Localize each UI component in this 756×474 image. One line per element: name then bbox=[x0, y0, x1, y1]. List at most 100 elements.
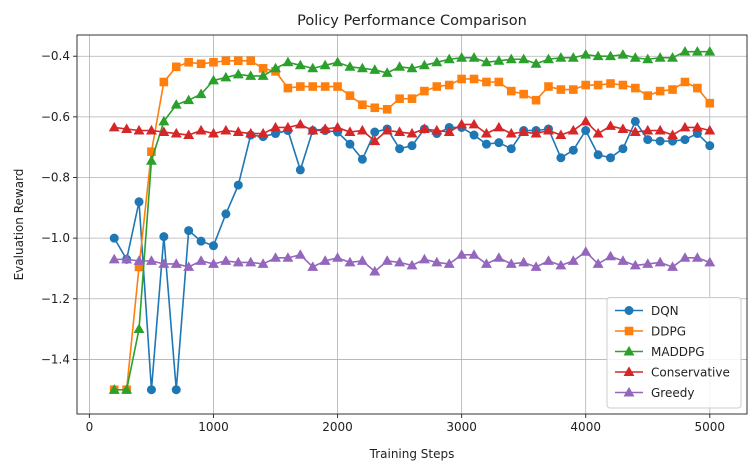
data-point-ddpg bbox=[407, 94, 417, 103]
data-point-maddpg bbox=[195, 88, 207, 99]
data-point-maddpg bbox=[555, 52, 567, 62]
grid bbox=[77, 35, 747, 414]
data-point-maddpg bbox=[270, 62, 281, 73]
data-point-ddpg bbox=[345, 91, 355, 100]
y-tick-label: −0.8 bbox=[41, 171, 70, 185]
plot-frame bbox=[76, 34, 748, 415]
x-tick-label: 4000 bbox=[570, 420, 601, 434]
legend-marker-ddpg bbox=[624, 326, 634, 336]
data-point-greedy bbox=[195, 255, 207, 265]
data-point-greedy bbox=[307, 261, 319, 271]
data-point-maddpg bbox=[183, 94, 195, 105]
data-point-ddpg bbox=[395, 94, 404, 103]
data-point-dqn bbox=[655, 136, 665, 146]
data-point-maddpg bbox=[505, 53, 517, 64]
data-point-conservative bbox=[443, 126, 455, 136]
legend-label-conservative: Conservative bbox=[651, 366, 730, 380]
series-ddpg bbox=[109, 56, 715, 395]
data-point-maddpg bbox=[691, 46, 703, 56]
data-point-maddpg bbox=[307, 62, 319, 73]
data-point-dqn bbox=[345, 139, 355, 149]
data-point-conservative bbox=[170, 127, 182, 138]
data-point-conservative bbox=[691, 121, 703, 132]
data-point-greedy bbox=[394, 256, 406, 267]
data-point-ddpg bbox=[221, 56, 231, 66]
legend-label-greedy: Greedy bbox=[651, 386, 694, 400]
data-point-conservative bbox=[183, 129, 195, 140]
data-point-greedy bbox=[555, 259, 567, 270]
data-point-dqn bbox=[221, 209, 231, 219]
data-point-maddpg bbox=[282, 56, 294, 67]
data-point-greedy bbox=[282, 252, 294, 262]
data-point-greedy bbox=[145, 255, 157, 265]
data-point-conservative bbox=[133, 124, 145, 135]
data-point-conservative bbox=[629, 126, 641, 136]
data-point-conservative bbox=[158, 126, 170, 136]
data-point-conservative bbox=[108, 121, 120, 132]
data-point-ddpg bbox=[308, 82, 318, 91]
data-point-ddpg bbox=[432, 82, 442, 91]
data-point-dqn bbox=[481, 139, 491, 149]
data-point-maddpg bbox=[170, 99, 182, 109]
data-point-maddpg bbox=[344, 61, 356, 71]
data-point-conservative bbox=[543, 124, 554, 135]
data-point-greedy bbox=[580, 246, 592, 256]
data-point-ddpg bbox=[370, 103, 380, 113]
data-point-dqn bbox=[208, 241, 218, 251]
data-point-ddpg bbox=[506, 86, 516, 96]
data-point-ddpg bbox=[358, 100, 367, 110]
data-point-greedy bbox=[121, 253, 133, 264]
data-point-conservative bbox=[394, 126, 406, 136]
x-tick-label: 5000 bbox=[695, 420, 726, 434]
data-point-maddpg bbox=[319, 59, 331, 70]
data-point-dqn bbox=[134, 197, 144, 207]
x-tick-label: 0 bbox=[86, 420, 94, 434]
data-point-conservative bbox=[208, 127, 219, 138]
data-point-ddpg bbox=[531, 95, 541, 105]
data-point-greedy bbox=[654, 256, 666, 267]
data-point-maddpg bbox=[654, 52, 666, 62]
data-point-conservative bbox=[530, 127, 542, 138]
data-point-greedy bbox=[443, 258, 455, 268]
data-point-greedy bbox=[220, 255, 232, 265]
data-point-maddpg bbox=[394, 61, 406, 71]
data-point-greedy bbox=[530, 261, 542, 271]
data-point-dqn bbox=[618, 144, 628, 154]
x-tick-label: 1000 bbox=[198, 420, 229, 434]
data-point-maddpg bbox=[145, 155, 157, 165]
data-point-greedy bbox=[294, 249, 306, 259]
data-point-conservative bbox=[555, 129, 567, 140]
data-point-maddpg bbox=[245, 70, 257, 80]
data-point-ddpg bbox=[568, 85, 578, 94]
x-axis-label: Training Steps bbox=[369, 447, 455, 461]
data-point-greedy bbox=[605, 250, 616, 261]
data-point-conservative bbox=[381, 124, 393, 135]
data-point-ddpg bbox=[333, 82, 342, 91]
data-point-dqn bbox=[370, 127, 380, 137]
data-point-greedy bbox=[567, 255, 579, 265]
data-point-greedy bbox=[667, 261, 679, 271]
data-point-ddpg bbox=[382, 104, 392, 114]
data-point-greedy bbox=[381, 255, 393, 265]
data-point-conservative bbox=[356, 124, 368, 135]
data-point-conservative bbox=[505, 127, 517, 138]
data-point-conservative bbox=[257, 127, 269, 138]
y-tick-label: −0.4 bbox=[41, 49, 70, 63]
data-point-maddpg bbox=[605, 50, 616, 61]
data-point-ddpg bbox=[618, 80, 628, 90]
series-maddpg bbox=[108, 46, 716, 394]
data-point-ddpg bbox=[668, 85, 677, 94]
x-tick-label: 2000 bbox=[322, 420, 353, 434]
data-point-greedy bbox=[183, 261, 195, 271]
data-point-maddpg bbox=[369, 64, 381, 74]
data-point-conservative bbox=[307, 124, 319, 135]
data-point-greedy bbox=[629, 259, 641, 270]
data-point-dqn bbox=[469, 130, 479, 140]
data-point-conservative bbox=[493, 121, 505, 132]
data-point-greedy bbox=[232, 256, 244, 267]
data-point-ddpg bbox=[544, 82, 553, 91]
data-point-ddpg bbox=[171, 62, 181, 72]
data-point-conservative bbox=[232, 126, 244, 136]
data-point-ddpg bbox=[209, 57, 218, 67]
data-point-maddpg bbox=[257, 70, 269, 80]
